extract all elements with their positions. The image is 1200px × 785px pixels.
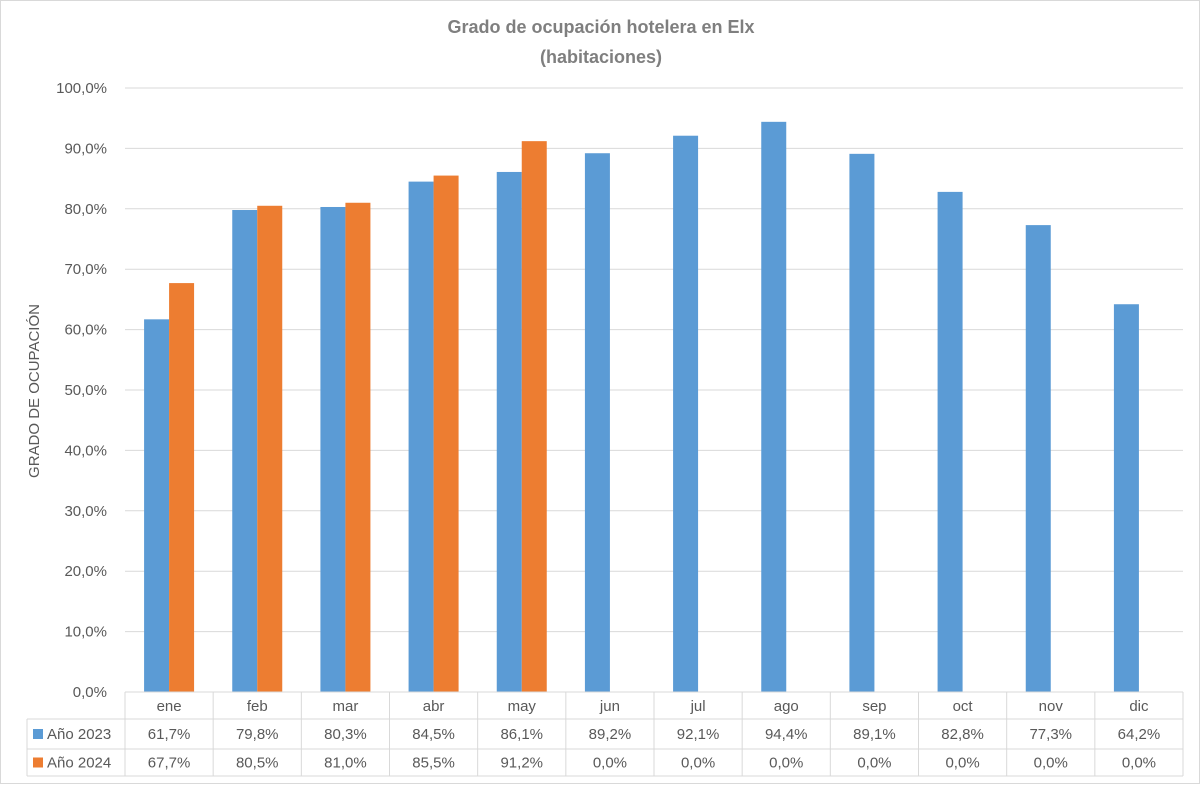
bar-2024-ene: [169, 283, 195, 692]
bar-2023-ago: [761, 121, 787, 693]
category-label: abr: [423, 698, 445, 715]
bar-2024-feb: [257, 205, 283, 692]
category-label: oct: [953, 698, 974, 715]
category-label: may: [508, 698, 537, 715]
legend-key-2023: [33, 729, 43, 739]
table-cell: 85,5%: [412, 755, 455, 772]
bar-2023-may: [496, 171, 522, 692]
bar-2023-nov: [1025, 225, 1051, 692]
bar-2023-abr: [408, 181, 434, 692]
table-cell: 0,0%: [1034, 755, 1068, 772]
table-cell: 86,1%: [500, 726, 543, 743]
bar-2023-oct: [937, 191, 963, 692]
table-cell: 0,0%: [857, 755, 891, 772]
table-cell: 61,7%: [148, 726, 191, 743]
y-tick-label: 10,0%: [64, 624, 107, 641]
category-label: jun: [599, 698, 620, 715]
bar-2023-feb: [232, 210, 258, 692]
bar-2024-mar: [345, 202, 371, 692]
y-tick-label: 30,0%: [64, 503, 107, 520]
table-cell: 92,1%: [677, 726, 720, 743]
y-axis-label: GRADO DE OCUPACIÓN: [26, 304, 43, 478]
legend-key-2024: [33, 757, 43, 768]
bar-2024-abr: [433, 175, 459, 692]
table-cell: 81,0%: [324, 755, 367, 772]
data-table: ene feb mar abr may jun jul ago sep oct nov dic Año …: [26, 691, 1184, 777]
table-cell: 64,2%: [1118, 726, 1161, 743]
y-axis-ticks: 0,0% 10,0% 20,0% 30,0% 40,0% 50,0% 60,0% 70,0% 8…: [56, 80, 107, 701]
chart-subtitle: (habitaciones): [540, 47, 662, 67]
category-label: jul: [690, 698, 706, 715]
y-tick-label: 40,0%: [64, 442, 107, 459]
table-cell: 79,8%: [236, 726, 279, 743]
bar-2023-dic: [1113, 304, 1139, 692]
table-cell: 0,0%: [769, 755, 803, 772]
category-label: ago: [774, 698, 799, 715]
table-cell: 0,0%: [593, 755, 627, 772]
legend-label-2024: Año 2024: [47, 755, 111, 772]
table-cell: 82,8%: [941, 726, 984, 743]
category-label: ene: [157, 698, 182, 715]
chart-title: Grado de ocupación hotelera en Elx: [447, 17, 754, 37]
bars: [144, 121, 1139, 693]
table-cell: 80,5%: [236, 755, 279, 772]
table-cell: 67,7%: [148, 755, 191, 772]
table-cell: 94,4%: [765, 726, 808, 743]
bar-2024-may: [521, 141, 547, 693]
table-cell: 80,3%: [324, 726, 367, 743]
table-cell: 0,0%: [1122, 755, 1156, 772]
y-tick-label: 90,0%: [64, 140, 107, 157]
table-cell: 89,2%: [589, 726, 632, 743]
table-cell: 89,1%: [853, 726, 896, 743]
y-tick-label: 20,0%: [64, 563, 107, 580]
legend-label-2023: Año 2023: [47, 726, 111, 743]
gridlines: [125, 87, 1183, 693]
y-tick-label: 100,0%: [56, 80, 107, 97]
y-tick-label: 60,0%: [64, 322, 107, 339]
y-tick-label: 50,0%: [64, 382, 107, 399]
table-cell: 77,3%: [1029, 726, 1072, 743]
category-label: nov: [1039, 698, 1064, 715]
bar-2023-jun: [584, 153, 610, 692]
table-cell: 0,0%: [681, 755, 715, 772]
table-cell: 84,5%: [412, 726, 455, 743]
table-cell: 0,0%: [945, 755, 979, 772]
category-label: dic: [1129, 698, 1149, 715]
bar-2023-mar: [320, 206, 346, 692]
y-tick-label: 70,0%: [64, 261, 107, 278]
bar-2023-jul: [673, 135, 699, 692]
y-tick-label: 80,0%: [64, 201, 107, 218]
category-label: sep: [862, 698, 886, 715]
bar-2023-sep: [849, 153, 875, 692]
table-cell: 91,2%: [500, 755, 543, 772]
category-label: mar: [332, 698, 358, 715]
category-label: feb: [247, 698, 268, 715]
bar-2023-ene: [144, 319, 170, 692]
y-tick-label: 0,0%: [73, 684, 107, 701]
